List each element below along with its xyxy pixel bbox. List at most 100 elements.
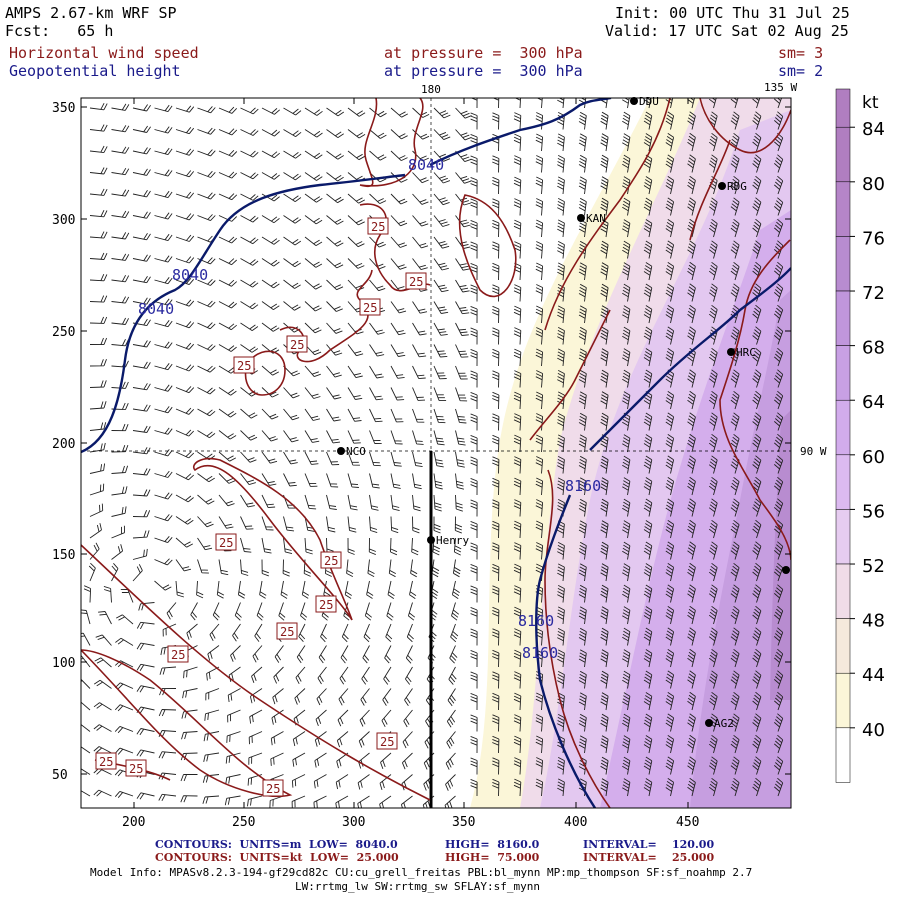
colorbar-label: 56 [862,501,885,522]
station-name: NCO [346,445,366,458]
wind-speed-contours [81,98,791,808]
svg-text:25: 25 [171,648,185,662]
y-tick-label: 350 [52,101,75,116]
station-marker: RDG [718,180,747,193]
station-marker: HRC [727,346,756,359]
stations: DDU RDG KAN HRC NCO Henry AG2 [337,95,790,730]
init-time: Init: 00 UTC Thu 31 Jul 25 [615,4,850,22]
speed-contour-label: 25 [315,595,337,613]
colorbar-label: 60 [862,447,885,468]
speed-contour-label: 25 [359,298,381,316]
y-tick-label: 200 [52,437,75,452]
graticule [81,98,791,452]
colorbar-label: 84 [862,119,885,140]
height-label: 8160 [565,477,601,495]
svg-text:25: 25 [290,338,304,352]
colorbar-segment [835,236,851,292]
speed-contour-label: 25 [262,779,284,797]
svg-text:25: 25 [319,598,333,612]
height-label: 8160 [518,612,554,630]
x-tick-label: 450 [676,815,699,830]
colorbar-segment [835,88,851,128]
speed-contour-label: 25 [405,272,427,290]
field2-name: Geopotential height [9,62,181,80]
contours-height-units: CONTOURS: UNITS=m LOW= 8040.0 [155,838,398,851]
plot-frame [80,97,792,809]
speed-contour-label: 25 [286,335,308,353]
x-tick-label: 250 [232,815,255,830]
field1-name: Horizontal wind speed [9,44,199,62]
speed-contour-label: 25 [95,752,117,770]
svg-text:25: 25 [371,220,385,234]
contours-speed-high: HIGH= 75.000 [445,851,540,864]
speed-contour-label: 25 [233,356,255,374]
svg-text:25: 25 [409,275,423,289]
model-info: Model Info: MPASv8.2.3-194-gf29cd82c CU:… [90,866,753,879]
meridian-180-label: 180 [421,83,441,96]
contours-height-interval: INTERVAL= 120.00 [583,838,715,851]
station-name: HRC [736,346,756,359]
x-tick-label: 350 [452,815,475,830]
wind-speed-shading [81,98,791,808]
colorbar-segment [835,290,851,346]
wind-barbs [81,98,784,808]
valid-time: Valid: 17 UTC Sat 02 Aug 25 [605,22,849,40]
axes: 200 250 300 350 400 450 350 300 250 200 150 100 50 [52,98,791,830]
height-label: 8040 [138,300,174,318]
forecast-hour: Fcst: 65 h [5,22,114,40]
field1-level: at pressure = 300 hPa [384,44,583,62]
colorbar-segment [835,509,851,565]
speed-contour-label: 25 [320,551,342,569]
colorbar-label: 44 [862,665,885,686]
svg-text:25: 25 [380,735,394,749]
y-tick-label: 300 [52,213,75,228]
colorbar-segment [835,126,851,183]
colorbar-label: 72 [862,283,885,304]
contours-height-high: HIGH= 8160.0 [445,838,540,851]
speed-labels: 25 25 25 25 25 25 25 25 25 25 25 25 25 25 [95,217,427,797]
colorbar-segment [835,345,851,401]
svg-text:25: 25 [363,301,377,315]
station-name: Henry [436,534,469,547]
colorbar-label: 68 [862,338,885,359]
field2-level: at pressure = 300 hPa [384,62,583,80]
station-name: AG2 [714,717,734,730]
height-labels: 8040 8040 8040 8160 8160 8160 [138,156,601,662]
field2-smoothing: sm= 2 [778,62,824,80]
svg-text:25: 25 [266,782,280,796]
colorbar-segment [835,563,851,619]
height-label: 8040 [172,266,208,284]
colorbar: 84 80 76 72 68 64 60 56 52 48 44 40 [835,88,885,783]
svg-text:25: 25 [237,359,251,373]
meridian-90w-label: 90 W [800,445,827,458]
colorbar-segment [835,672,851,729]
colorbar-segment [835,399,851,456]
y-tick-label: 150 [52,548,75,563]
speed-contour-label: 25 [276,622,298,640]
colorbar-unit: kt [862,93,879,113]
station-marker [782,566,790,574]
contours-speed-interval: INTERVAL= 25.000 [583,851,715,864]
station-name: KAN [586,212,606,225]
field1-smoothing: sm= 3 [778,44,824,62]
x-tick-label: 400 [564,815,587,830]
station-name: RDG [727,180,747,193]
station-marker: NCO [337,445,366,458]
y-tick-label: 100 [52,656,75,671]
colorbar-segment [835,727,851,783]
speed-contour-label: 25 [367,217,389,235]
station-name: DDU [639,95,659,108]
svg-text:25: 25 [324,554,338,568]
colorbar-label: 80 [862,174,885,195]
height-label: 8040 [408,156,444,174]
svg-text:25: 25 [99,755,113,769]
svg-text:25: 25 [280,625,294,639]
colorbar-segment [835,181,851,237]
height-label: 8160 [522,644,558,662]
station-marker: Henry [427,534,469,547]
x-tick-label: 200 [122,815,145,830]
x-tick-label: 300 [342,815,365,830]
colorbar-label: 64 [862,392,885,413]
colorbar-label: 40 [862,720,885,741]
